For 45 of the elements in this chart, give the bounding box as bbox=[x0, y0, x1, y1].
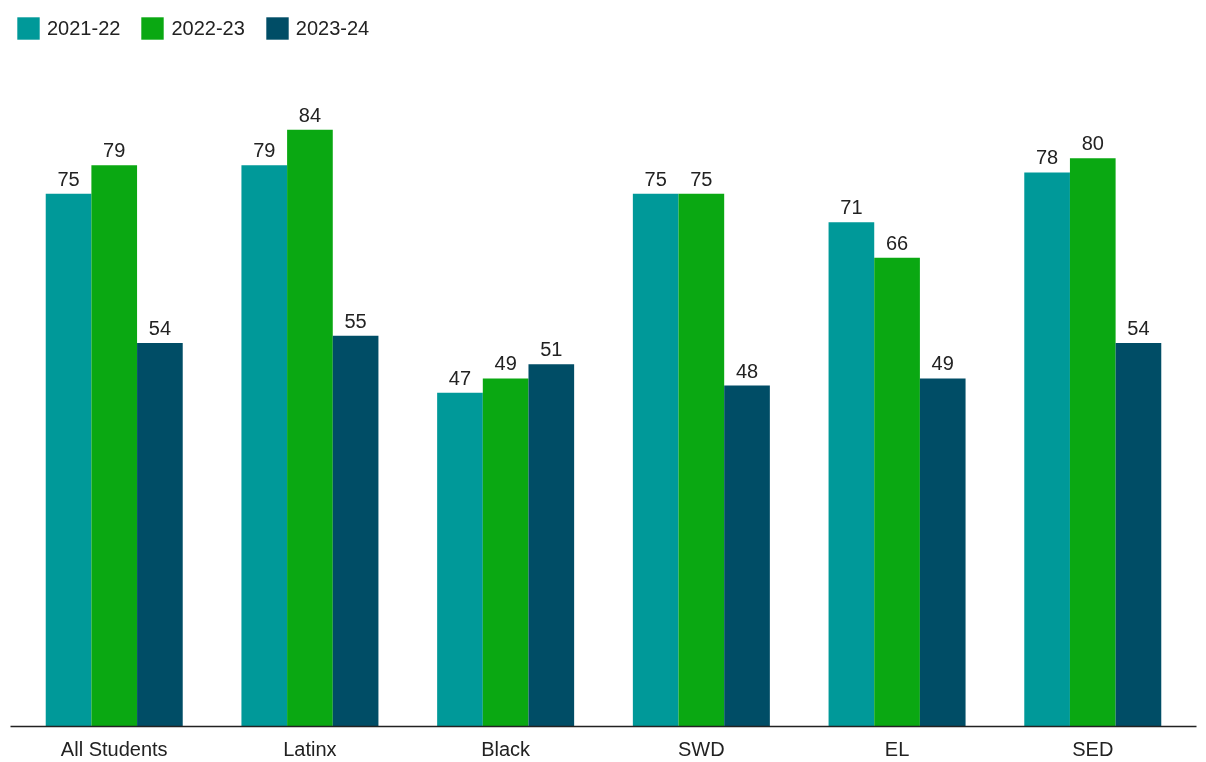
data-label: 75 bbox=[644, 167, 667, 190]
data-label: 79 bbox=[103, 139, 126, 162]
bar bbox=[45, 193, 92, 727]
data-label: 66 bbox=[885, 231, 909, 254]
bar bbox=[287, 129, 333, 727]
data-label: 80 bbox=[1081, 132, 1104, 155]
bar bbox=[1024, 172, 1070, 727]
x-tick-label: All Students bbox=[60, 737, 168, 760]
data-label: 84 bbox=[298, 103, 322, 126]
bar bbox=[137, 342, 183, 727]
x-tick-label: Latinx bbox=[283, 737, 337, 760]
bar bbox=[482, 378, 529, 727]
legend-label: 2022-23 bbox=[171, 16, 245, 40]
data-label: 79 bbox=[253, 139, 276, 162]
bar bbox=[241, 165, 288, 727]
bar bbox=[828, 222, 875, 727]
data-label: 71 bbox=[840, 196, 863, 219]
bar bbox=[874, 257, 920, 727]
data-label: 54 bbox=[1127, 316, 1150, 339]
x-tick-label: Black bbox=[481, 737, 532, 760]
bar bbox=[678, 193, 725, 727]
bar bbox=[332, 335, 379, 727]
data-label: 78 bbox=[1035, 146, 1059, 169]
legend-label: 2023-24 bbox=[295, 16, 370, 40]
bar bbox=[919, 378, 966, 727]
bar bbox=[724, 385, 770, 727]
bar bbox=[91, 165, 138, 727]
bar bbox=[437, 392, 483, 727]
data-label: 48 bbox=[735, 359, 759, 382]
data-label: 55 bbox=[344, 309, 367, 332]
data-label: 47 bbox=[448, 366, 472, 389]
data-label: 49 bbox=[931, 352, 954, 375]
data-label: 75 bbox=[57, 167, 80, 190]
x-tick-label: EL bbox=[884, 737, 910, 760]
data-label: 51 bbox=[540, 338, 563, 361]
data-label: 75 bbox=[690, 167, 713, 190]
bar bbox=[1069, 158, 1116, 727]
data-label: 54 bbox=[148, 316, 172, 339]
bar bbox=[528, 364, 575, 727]
x-tick-label: SWD bbox=[678, 737, 725, 760]
bar bbox=[1115, 342, 1162, 727]
bar bbox=[632, 193, 679, 727]
x-tick-label: SED bbox=[1072, 737, 1114, 760]
data-label: 49 bbox=[494, 352, 517, 375]
legend-label: 2021-22 bbox=[47, 16, 121, 40]
